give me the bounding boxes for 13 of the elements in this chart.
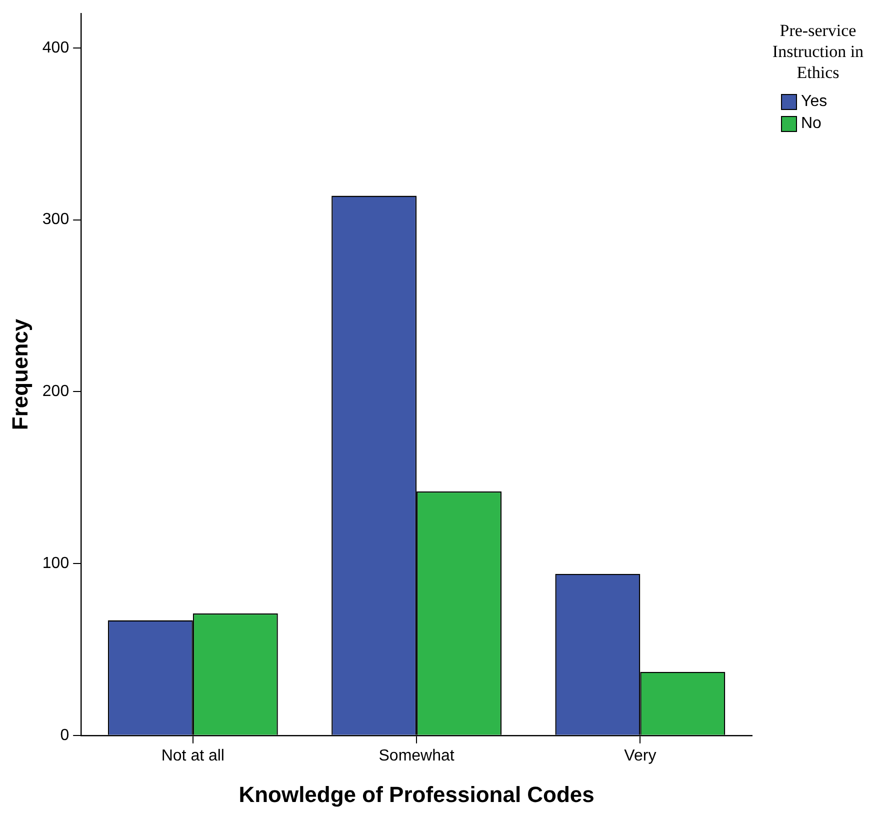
x-axis-title: Knowledge of Professional Codes <box>238 782 594 807</box>
y-tick-label: 400 <box>42 39 70 56</box>
x-tick-label: Very <box>624 747 656 764</box>
y-tick-label: 300 <box>42 211 70 228</box>
y-axis-title: Frequency <box>7 318 32 430</box>
y-tick-label: 0 <box>60 726 70 744</box>
y-tick-label: 100 <box>42 554 70 572</box>
legend-label: Yes <box>801 93 828 111</box>
x-tick-label: Not at all <box>161 747 224 764</box>
legend-title: Pre-service Instruction in Ethics <box>771 20 865 83</box>
y-tick-label: 200 <box>42 383 70 400</box>
x-tick-label: Somewhat <box>378 747 455 764</box>
legend-label: No <box>801 115 822 133</box>
